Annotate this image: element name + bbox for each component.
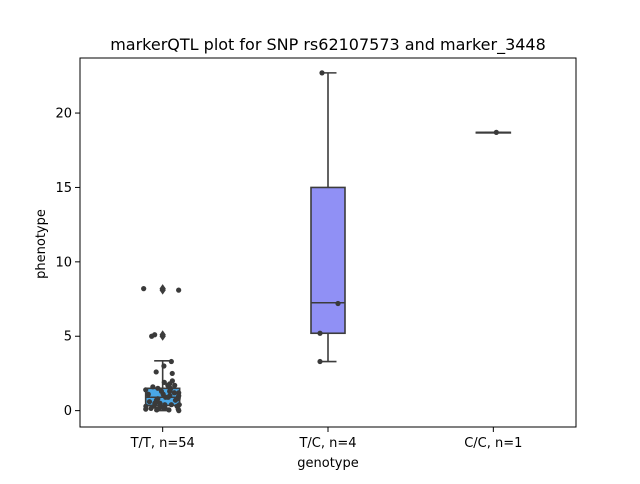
data-point — [168, 358, 174, 365]
data-point — [493, 129, 499, 135]
x-axis-label: genotype — [297, 456, 358, 471]
data-point — [148, 405, 154, 412]
data-point — [161, 363, 167, 369]
data-point — [146, 399, 153, 405]
data-point — [141, 286, 147, 292]
data-point — [166, 407, 172, 413]
data-point — [157, 400, 163, 406]
data-point — [319, 70, 325, 76]
data-point — [172, 382, 178, 388]
x-tick-label: T/T, n=54 — [130, 436, 195, 451]
data-point — [143, 406, 149, 412]
y-tick-label: 15 — [55, 181, 72, 196]
data-point — [176, 408, 182, 414]
y-tick-label: 0 — [64, 404, 72, 419]
data-point — [163, 394, 169, 400]
data-point — [335, 300, 341, 307]
data-point — [153, 369, 159, 375]
y-tick-label: 10 — [55, 255, 72, 270]
data-point — [317, 358, 323, 365]
outlier-marker — [159, 284, 166, 294]
data-point — [145, 391, 151, 397]
data-point — [169, 370, 175, 377]
data-point — [154, 407, 160, 413]
data-point — [161, 379, 167, 385]
x-tick-label: C/C, n=1 — [464, 436, 522, 451]
data-point — [149, 333, 155, 339]
chart-title: markerQTL plot for SNP rs62107573 and ma… — [110, 35, 546, 55]
outlier-marker — [159, 330, 166, 340]
box-1 — [310, 186, 346, 335]
data-point — [171, 390, 177, 396]
data-point — [176, 287, 182, 293]
data-point — [172, 397, 179, 403]
y-tick-label: 5 — [64, 330, 72, 345]
y-tick-label: 20 — [55, 107, 72, 122]
y-axis-label: phenotype — [34, 209, 49, 279]
data-point — [155, 385, 161, 391]
plot-area: 0 5 10 15 20 T/T, n=54 T/C, n=4 C/C, n=1 — [55, 57, 577, 451]
data-point — [150, 384, 156, 390]
data-point — [317, 330, 323, 336]
x-tick-label: T/C, n=4 — [298, 436, 356, 451]
data-point — [168, 402, 174, 408]
data-point — [167, 388, 173, 394]
data-point — [143, 387, 149, 393]
